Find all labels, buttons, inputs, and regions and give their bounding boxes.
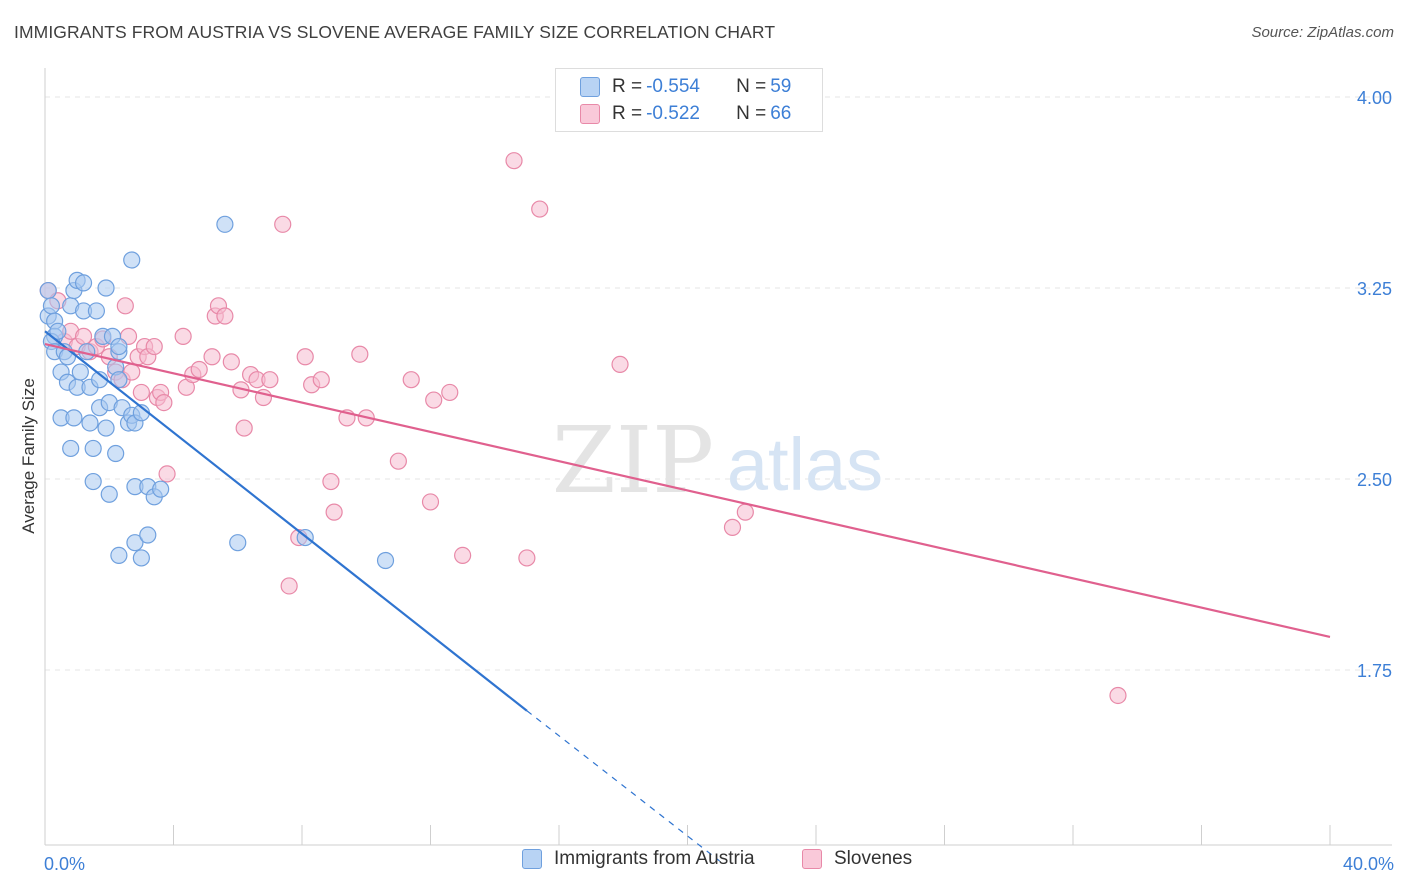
austria-point xyxy=(81,414,99,432)
slovene-point xyxy=(280,577,298,595)
n-label: N = xyxy=(736,103,767,124)
blue-swatch xyxy=(522,849,542,869)
y-tick-label: 3.25 xyxy=(1357,279,1392,299)
chart-title: IMMIGRANTS FROM AUSTRIA VS SLOVENE AVERA… xyxy=(14,22,776,42)
slovene-point xyxy=(216,307,234,325)
legend-label: Immigrants from Austria xyxy=(554,848,755,869)
austria-point xyxy=(132,549,150,567)
austria-point xyxy=(97,279,115,297)
austria-point xyxy=(110,371,128,389)
y-tick-label: 2.50 xyxy=(1357,470,1392,490)
slovene-point xyxy=(222,353,240,371)
r-label: R = xyxy=(612,76,643,97)
austria-point xyxy=(87,302,106,320)
austria-point xyxy=(71,363,89,381)
stats-row-austria: R = -0.554 N = 59 xyxy=(580,74,791,100)
austria-point xyxy=(216,215,234,233)
austria-point xyxy=(84,472,102,491)
slovene-point xyxy=(235,419,253,437)
slovene-point xyxy=(425,391,443,409)
austria-point xyxy=(126,534,144,552)
austria-point xyxy=(42,297,61,315)
source-credit: Source: ZipAtlas.com xyxy=(1251,24,1394,41)
slovene-point xyxy=(402,371,420,389)
slovene-point xyxy=(723,518,742,536)
slovene-point xyxy=(296,348,314,366)
n-value: 66 xyxy=(770,103,792,124)
austria-point xyxy=(152,480,170,498)
y-tick-label: 1.75 xyxy=(1357,661,1392,681)
slovene-point xyxy=(155,394,173,412)
n-value: 59 xyxy=(770,76,792,97)
slovene-point xyxy=(325,503,343,521)
r-label: R = xyxy=(612,103,643,124)
austria-point xyxy=(107,444,125,463)
slovene-point xyxy=(736,503,754,521)
pink-swatch xyxy=(802,849,822,869)
austria-point xyxy=(65,409,83,427)
watermark-atlas: atlas xyxy=(727,423,883,506)
slovene-point xyxy=(531,200,549,218)
grid-lines xyxy=(45,96,1392,671)
x-tick-label-min: 0.0% xyxy=(44,854,85,874)
austria-point xyxy=(100,485,118,503)
slovene-trend-line xyxy=(44,342,1331,638)
r-value: -0.522 xyxy=(646,103,700,124)
austria-point xyxy=(376,551,395,570)
austria-point xyxy=(123,251,141,269)
y-tick-label: 4.00 xyxy=(1357,88,1392,108)
slovene-point xyxy=(274,215,292,233)
austria-point xyxy=(62,439,80,458)
axes: 1.75 2.50 3.25 4.00 0.0% 40.0% xyxy=(44,68,1394,874)
slovene-point xyxy=(312,371,330,389)
austria-point xyxy=(110,546,128,565)
legend-label: Slovenes xyxy=(834,848,913,869)
slovene-point xyxy=(190,360,208,379)
austria-point xyxy=(49,322,67,340)
slovene-point xyxy=(132,383,150,402)
slovene-point xyxy=(203,348,221,366)
austria-point xyxy=(97,419,115,437)
slovene-point xyxy=(351,345,369,363)
austria-point xyxy=(74,274,93,292)
n-label: N = xyxy=(736,76,767,97)
slovene-point xyxy=(116,297,134,315)
r-value: -0.554 xyxy=(646,76,700,97)
stats-legend: R = -0.554 N = 59 R = -0.522 N = 66 xyxy=(555,68,823,132)
slovene-point xyxy=(611,355,629,373)
austria-point xyxy=(39,281,57,300)
slovene-point xyxy=(158,465,176,483)
slovene-point xyxy=(518,549,536,567)
slovene-point xyxy=(421,493,440,511)
blue-swatch xyxy=(580,77,600,97)
slovene-point xyxy=(174,327,192,345)
pink-swatch xyxy=(580,104,600,124)
y-axis-label: Average Family Size xyxy=(19,378,38,534)
austria-point xyxy=(139,526,157,544)
slovene-point xyxy=(322,472,340,491)
austria-point xyxy=(84,439,102,458)
slovene-point xyxy=(505,152,523,170)
series-legend: Immigrants from Austria Slovenes xyxy=(0,848,1406,880)
trend-lines xyxy=(44,330,1331,862)
austria-point xyxy=(110,337,128,356)
austria-point xyxy=(229,534,247,552)
austria-trend-extension xyxy=(526,710,720,862)
slovene-point xyxy=(441,383,459,402)
slovene-point xyxy=(1109,686,1127,705)
legend-item-slovenes[interactable]: Slovenes xyxy=(802,848,912,870)
slovene-point xyxy=(389,452,407,470)
watermark-zip: ZIP xyxy=(552,407,714,514)
slovene-point xyxy=(454,546,472,565)
legend-item-austria[interactable]: Immigrants from Austria xyxy=(522,848,755,870)
slovene-point xyxy=(261,371,279,389)
stats-row-slovenes: R = -0.522 N = 66 xyxy=(580,101,791,127)
x-tick-label-max: 40.0% xyxy=(1343,854,1394,874)
slovene-point xyxy=(145,337,163,356)
data-points xyxy=(39,152,1127,705)
austria-trend-line xyxy=(44,330,528,712)
